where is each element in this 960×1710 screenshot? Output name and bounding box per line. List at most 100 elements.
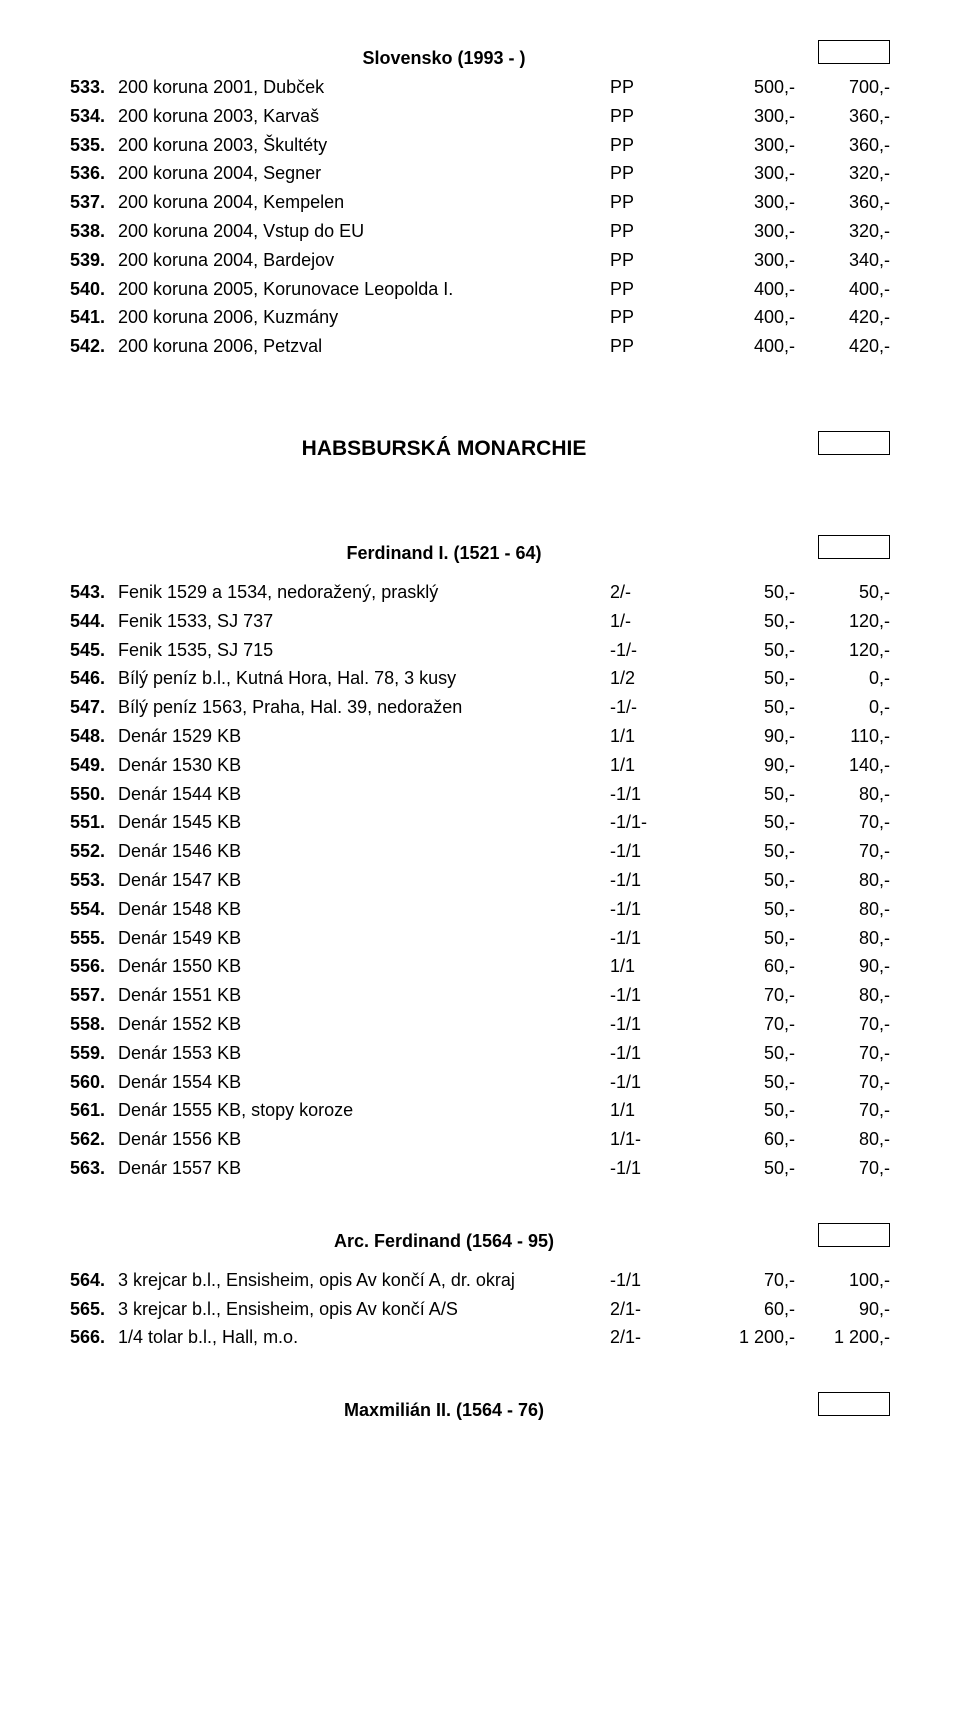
lot-grade: -1/1 (610, 866, 700, 895)
lot-number: 560. (70, 1068, 118, 1097)
lot-description: Denár 1530 KB (118, 751, 610, 780)
lot-price-hammer: 100,- (795, 1266, 890, 1295)
lot-description: Denár 1551 KB (118, 981, 610, 1010)
lot-number: 546. (70, 664, 118, 693)
lot-row: 556.Denár 1550 KB1/160,-90,- (70, 952, 890, 981)
lot-price-start: 1 200,- (700, 1323, 795, 1352)
lot-price-start: 300,- (700, 217, 795, 246)
lot-description: Denár 1555 KB, stopy koroze (118, 1096, 610, 1125)
lot-price-start: 90,- (700, 722, 795, 751)
lot-grade: 1/1 (610, 751, 700, 780)
section-title: HABSBURSKÁ MONARCHIE (70, 437, 818, 461)
lot-grade: -1/1 (610, 837, 700, 866)
lot-price-start: 300,- (700, 131, 795, 160)
lot-row: 550.Denár 1544 KB-1/150,-80,- (70, 780, 890, 809)
lot-list-ferdinand1: 543.Fenik 1529 a 1534, nedoražený, prask… (70, 578, 890, 1183)
lot-description: 3 krejcar b.l., Ensisheim, opis Av končí… (118, 1266, 610, 1295)
lot-grade: 1/1- (610, 1125, 700, 1154)
lot-number: 550. (70, 780, 118, 809)
lot-row: 552.Denár 1546 KB-1/150,-70,- (70, 837, 890, 866)
lot-number: 564. (70, 1266, 118, 1295)
lot-price-start: 400,- (700, 332, 795, 361)
lot-row: 558.Denár 1552 KB-1/170,-70,- (70, 1010, 890, 1039)
lot-row: 545.Fenik 1535, SJ 715-1/-50,-120,- (70, 636, 890, 665)
lot-row: 557.Denár 1551 KB-1/170,-80,- (70, 981, 890, 1010)
lot-number: 536. (70, 159, 118, 188)
lot-number: 554. (70, 895, 118, 924)
lot-price-start: 50,- (700, 636, 795, 665)
lot-number: 533. (70, 73, 118, 102)
lot-grade: PP (610, 246, 700, 275)
lot-row: 543.Fenik 1529 a 1534, nedoražený, prask… (70, 578, 890, 607)
lot-row: 547.Bílý peníz 1563, Praha, Hal. 39, ned… (70, 693, 890, 722)
lot-number: 553. (70, 866, 118, 895)
lot-grade: PP (610, 131, 700, 160)
lot-grade: 1/1 (610, 1096, 700, 1125)
lot-description: Denár 1544 KB (118, 780, 610, 809)
lot-price-hammer: 90,- (795, 1295, 890, 1324)
lot-price-start: 50,- (700, 924, 795, 953)
lot-row: 541.200 koruna 2006, KuzmányPP400,-420,- (70, 303, 890, 332)
section-header-habsburg: HABSBURSKÁ MONARCHIE (70, 431, 890, 461)
lot-description: Bílý peníz b.l., Kutná Hora, Hal. 78, 3 … (118, 664, 610, 693)
lot-price-hammer: 320,- (795, 159, 890, 188)
lot-price-start: 400,- (700, 275, 795, 304)
lot-price-hammer: 120,- (795, 636, 890, 665)
lot-row: 562.Denár 1556 KB1/1-60,-80,- (70, 1125, 890, 1154)
lot-grade: PP (610, 102, 700, 131)
lot-grade: -1/1 (610, 780, 700, 809)
lot-description: Denár 1553 KB (118, 1039, 610, 1068)
lot-row: 561.Denár 1555 KB, stopy koroze1/150,-70… (70, 1096, 890, 1125)
lot-row: 560.Denár 1554 KB-1/150,-70,- (70, 1068, 890, 1097)
lot-price-start: 300,- (700, 159, 795, 188)
lot-price-hammer: 420,- (795, 332, 890, 361)
lot-price-hammer: 70,- (795, 1039, 890, 1068)
lot-row: 566.1/4 tolar b.l., Hall, m.o.2/1-1 200,… (70, 1323, 890, 1352)
lot-price-hammer: 420,- (795, 303, 890, 332)
lot-row: 555.Denár 1549 KB-1/150,-80,- (70, 924, 890, 953)
lot-price-hammer: 320,- (795, 217, 890, 246)
lot-number: 534. (70, 102, 118, 131)
lot-description: Denár 1548 KB (118, 895, 610, 924)
lot-row: 564.3 krejcar b.l., Ensisheim, opis Av k… (70, 1266, 890, 1295)
lot-price-start: 300,- (700, 102, 795, 131)
lot-price-start: 50,- (700, 1039, 795, 1068)
lot-number: 566. (70, 1323, 118, 1352)
lot-row: 559.Denár 1553 KB-1/150,-70,- (70, 1039, 890, 1068)
lot-row: 540.200 koruna 2005, Korunovace Leopolda… (70, 275, 890, 304)
lot-price-hammer: 0,- (795, 664, 890, 693)
lot-price-start: 50,- (700, 837, 795, 866)
lot-price-hammer: 700,- (795, 73, 890, 102)
lot-grade: PP (610, 73, 700, 102)
lot-price-hammer: 340,- (795, 246, 890, 275)
lot-price-start: 50,- (700, 607, 795, 636)
lot-number: 552. (70, 837, 118, 866)
lot-description: Denár 1550 KB (118, 952, 610, 981)
lot-description: Denár 1529 KB (118, 722, 610, 751)
lot-number: 538. (70, 217, 118, 246)
lot-price-start: 70,- (700, 1266, 795, 1295)
lot-price-hammer: 400,- (795, 275, 890, 304)
section-box (818, 40, 890, 64)
lot-grade: PP (610, 217, 700, 246)
lot-price-start: 50,- (700, 1154, 795, 1183)
section-header-maxmilian: Maxmilián II. (1564 - 76) (70, 1392, 890, 1421)
lot-price-start: 60,- (700, 952, 795, 981)
lot-description: Denár 1554 KB (118, 1068, 610, 1097)
section-box (818, 535, 890, 559)
lot-grade: 2/1- (610, 1323, 700, 1352)
lot-number: 535. (70, 131, 118, 160)
lot-price-start: 90,- (700, 751, 795, 780)
lot-grade: 1/- (610, 607, 700, 636)
lot-number: 558. (70, 1010, 118, 1039)
lot-number: 565. (70, 1295, 118, 1324)
lot-description: 200 koruna 2004, Bardejov (118, 246, 610, 275)
lot-grade: 1/2 (610, 664, 700, 693)
section-header-slovensko: Slovensko (1993 - ) (70, 40, 890, 69)
lot-row: 544.Fenik 1533, SJ 7371/-50,-120,- (70, 607, 890, 636)
lot-grade: -1/1 (610, 895, 700, 924)
lot-price-start: 50,- (700, 895, 795, 924)
section-title: Ferdinand I. (1521 - 64) (70, 543, 818, 564)
lot-description: Denár 1557 KB (118, 1154, 610, 1183)
lot-description: 200 koruna 2004, Kempelen (118, 188, 610, 217)
